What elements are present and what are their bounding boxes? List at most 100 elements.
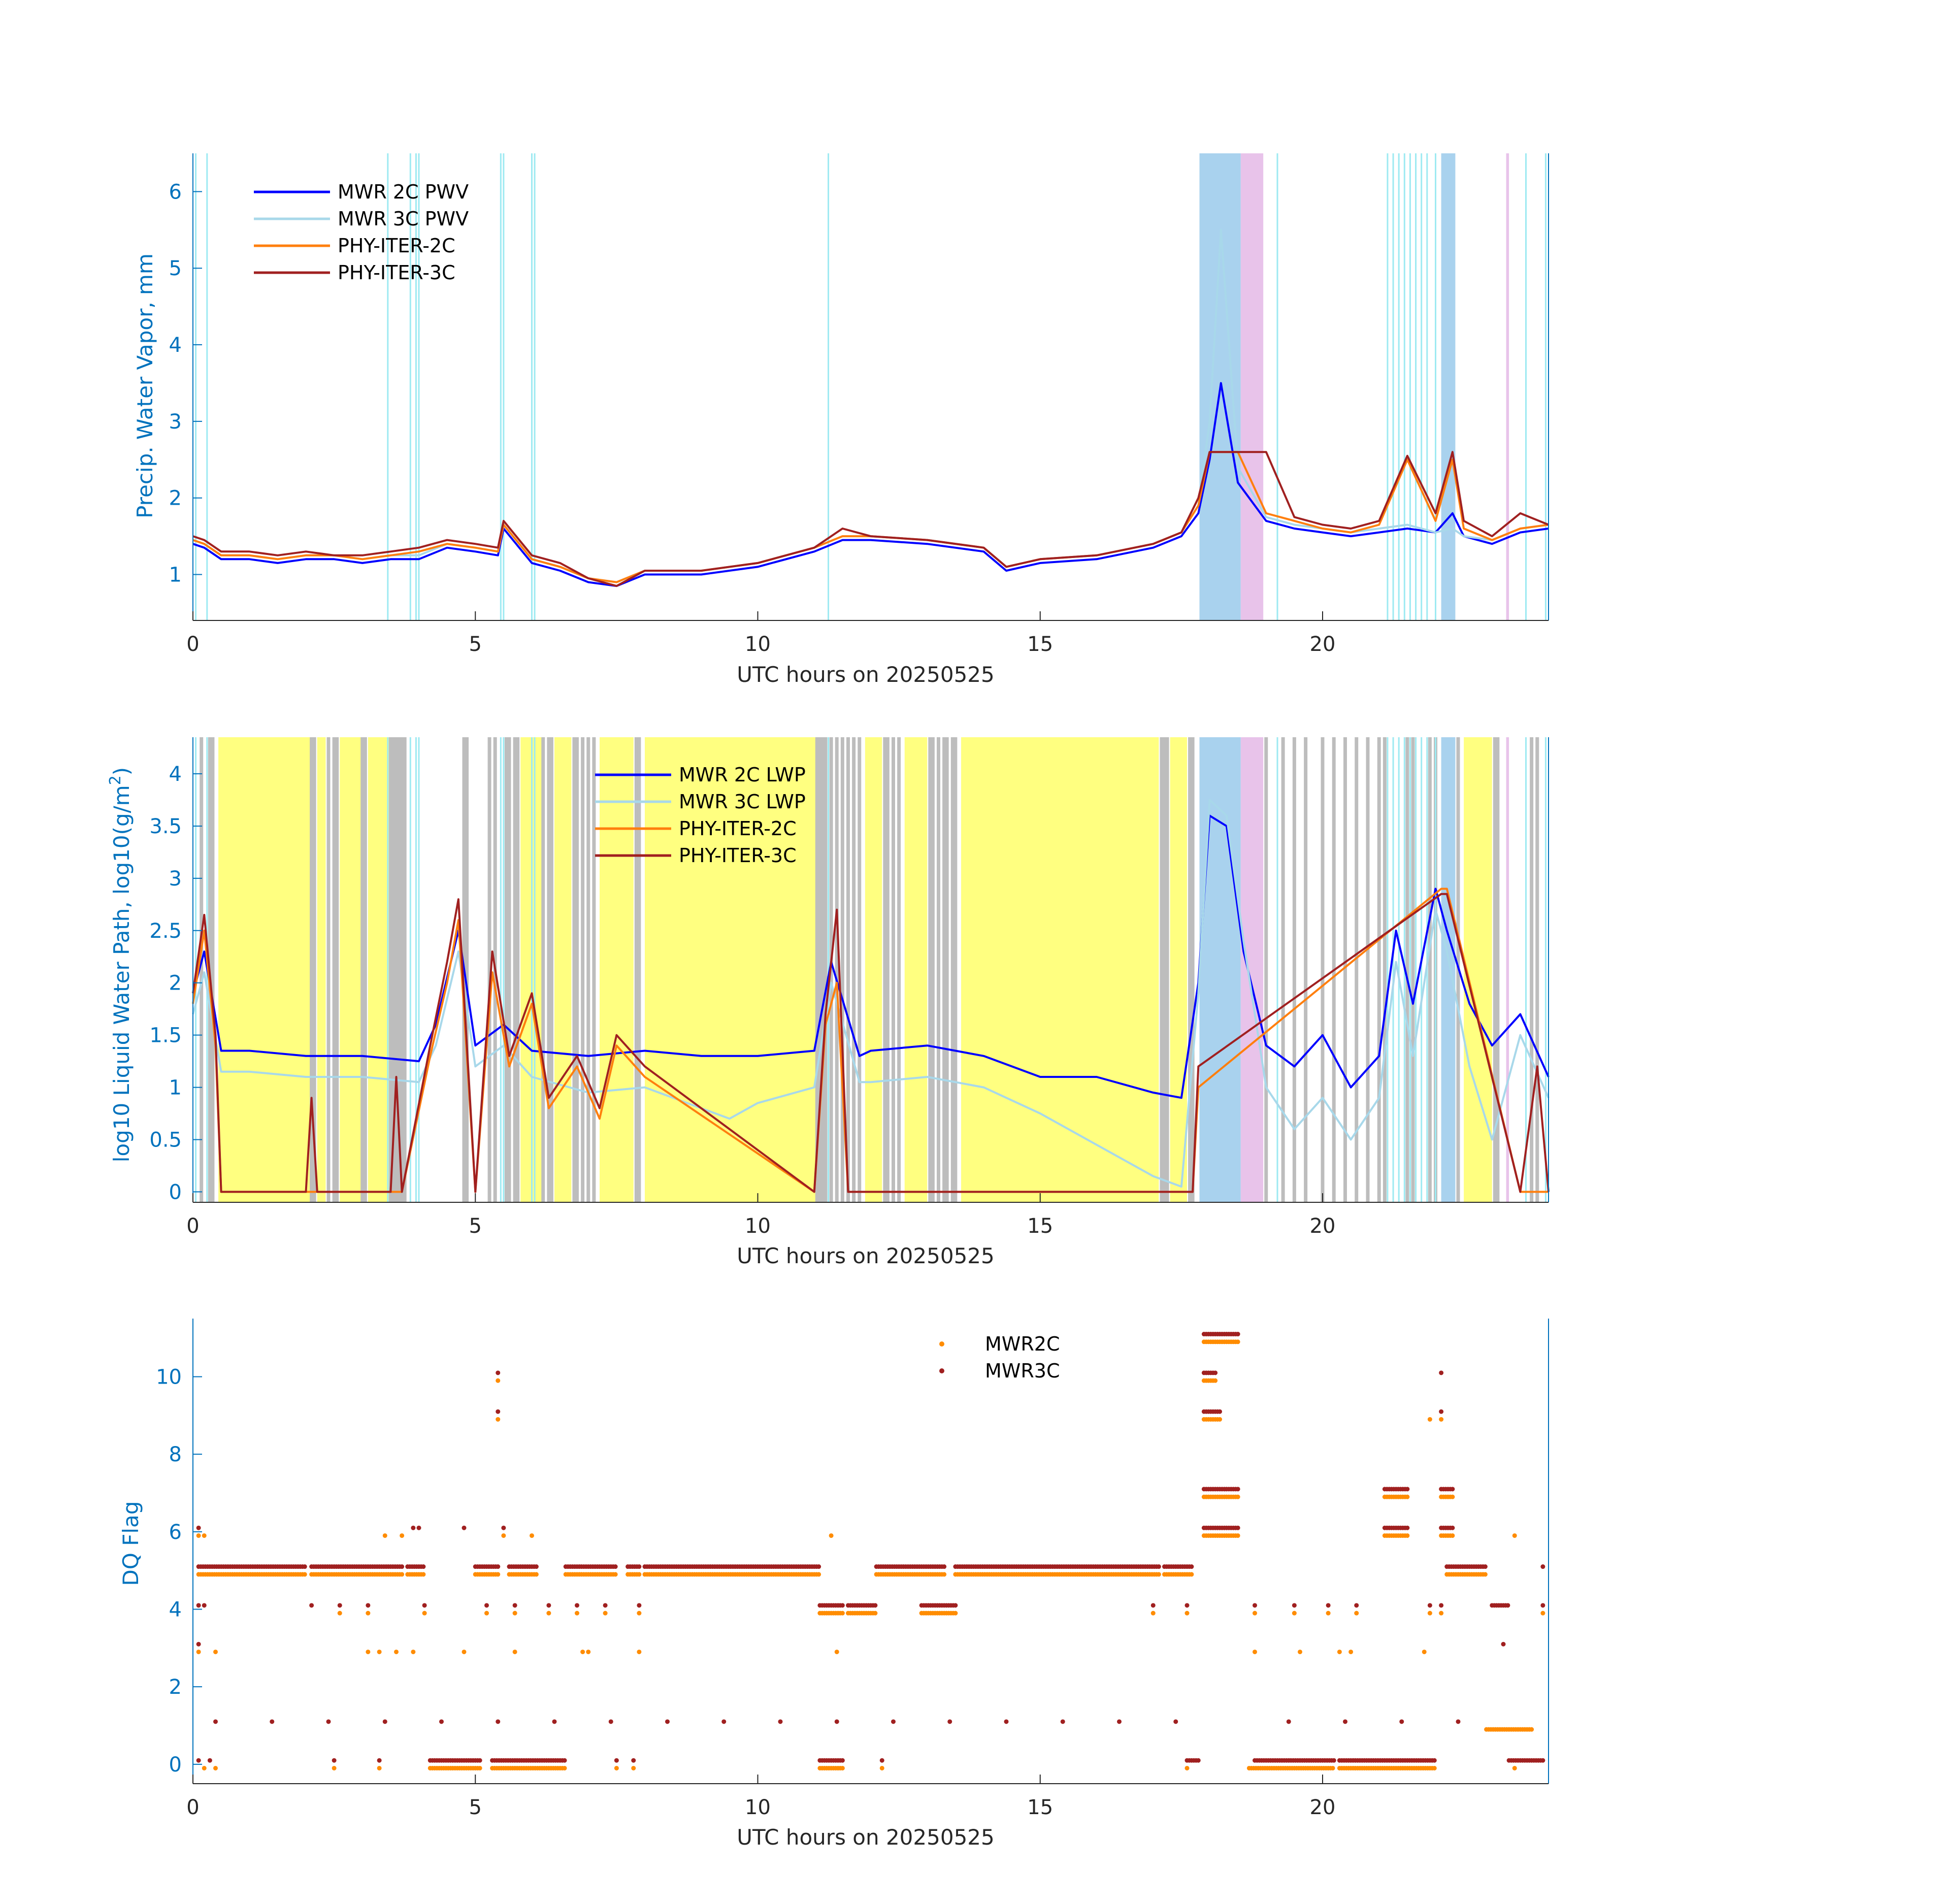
dq-point-mwr3c [1184, 1603, 1190, 1608]
dq-point-mwr3c [1286, 1719, 1291, 1724]
dq-point-mwr3c [496, 1409, 501, 1414]
dq-point-mwr2c [637, 1649, 642, 1654]
dq-point-mwr3c [496, 1719, 501, 1724]
lwp-series-phy-iter-3c [192, 893, 1550, 1193]
lwp-ytick-label: 1 [169, 1076, 182, 1100]
dq-point-mwr2c [400, 1572, 405, 1577]
dq-point-mwr3c [1501, 1642, 1506, 1647]
lwp-legend: MWR 2C LWP MWR 3C LWP PHY-ITER-2C PHY-ITER-… [595, 764, 806, 867]
yellow-band [368, 737, 391, 1202]
pwv-ytick-label: 5 [169, 257, 182, 280]
dq-point-mwr3c [1483, 1564, 1488, 1569]
dq-point-mwr3c [1117, 1719, 1122, 1724]
lwp-series-mwr-3c-lwp [192, 799, 1550, 1188]
dq-point-mwr3c [501, 1525, 506, 1530]
dq-point-mwr2c [1253, 1611, 1257, 1616]
dq-point-mwr2c [873, 1611, 878, 1616]
pwv-xtick-label: 10 [745, 633, 771, 656]
dq-point-mwr3c [613, 1564, 618, 1569]
dq-point-mwr2c [1330, 1765, 1335, 1770]
dq-point-mwr2c [1253, 1649, 1257, 1654]
dq-point-mwr3c [207, 1758, 212, 1763]
dq-point-mwr2c [879, 1765, 884, 1770]
dq-point-mwr3c [416, 1525, 421, 1530]
dq-point-mwr2c [1184, 1611, 1190, 1616]
yellow-band [600, 737, 634, 1202]
yellow-band [961, 737, 1159, 1202]
dq-point-mwr2c [196, 1649, 201, 1654]
blue-band [1441, 153, 1456, 620]
yellow-band [218, 737, 312, 1202]
pwv-series-phy-iter-2c [192, 451, 1549, 583]
dq-point-mwr3c [1189, 1564, 1194, 1569]
dq-point-mwr3c [603, 1603, 608, 1608]
dq-point-mwr3c [196, 1603, 201, 1608]
dq-point-mwr2c [366, 1611, 371, 1616]
dq-point-mwr3c [496, 1564, 501, 1569]
dq-point-mwr2c [530, 1533, 534, 1538]
dq-point-mwr2c [421, 1572, 426, 1577]
pwv-xtick-label: 15 [1027, 633, 1053, 656]
pwv-xtick-label: 20 [1310, 633, 1336, 656]
dq-point-mwr2c [1529, 1727, 1534, 1732]
dq-point-mwr3c [202, 1603, 207, 1608]
dq-ytick-label: 10 [156, 1366, 182, 1389]
dq-point-mwr3c [1217, 1409, 1223, 1414]
dq-legend-swatch [939, 1341, 944, 1347]
dq-point-mwr2c [1326, 1611, 1331, 1616]
dq-point-mwr2c [613, 1572, 618, 1577]
dq-point-mwr3c [534, 1564, 539, 1569]
dq-point-mwr2c [1354, 1611, 1359, 1616]
dq-point-mwr2c [1184, 1765, 1190, 1770]
dq-point-mwr2c [840, 1765, 845, 1770]
dq-series-group [196, 1332, 1545, 1770]
dq-point-mwr2c [834, 1649, 839, 1654]
dq-point-mwr3c [631, 1758, 636, 1763]
lwp-legend-label: PHY-ITER-3C [679, 844, 797, 867]
dq-point-mwr2c [202, 1533, 207, 1538]
dq-point-mwr3c [1456, 1719, 1461, 1724]
dq-point-mwr3c [637, 1603, 642, 1608]
dq-point-mwr3c [462, 1525, 467, 1530]
pwv-legend-label: PHY-ITER-2C [338, 235, 455, 257]
blue-band [1199, 737, 1241, 1202]
lwp-axes: 0 5 10 15 20 0 0.5 1 1.5 2 2.5 3 3.5 4 [149, 737, 1549, 1238]
dq-point-mwr2c [603, 1611, 608, 1616]
dq-point-mwr3c [552, 1719, 557, 1724]
dq-point-mwr2c [337, 1611, 342, 1616]
dq-point-mwr3c [1343, 1719, 1347, 1724]
lwp-xtick-label: 5 [469, 1214, 482, 1238]
lwp-ytick-label: 2.5 [149, 920, 182, 943]
dq-point-mwr2c [1439, 1611, 1444, 1616]
dq-point-mwr3c [942, 1564, 947, 1569]
lwp-series-mwr-2c-lwp [192, 814, 1550, 1099]
lwp-ylabel-main: log10 Liquid Water Path, log10(g/m [109, 785, 134, 1162]
dq-point-mwr3c [1235, 1487, 1240, 1492]
pwv-ytick-label: 3 [169, 410, 182, 434]
dq-point-mwr3c [512, 1603, 517, 1608]
dq-point-mwr3c [196, 1758, 201, 1763]
dq-point-mwr2c [1405, 1494, 1410, 1499]
dq-xtick-label: 5 [469, 1796, 482, 1819]
dq-point-mwr2c [1156, 1572, 1161, 1577]
dq-point-mwr3c [1253, 1603, 1257, 1608]
dq-point-mwr2c [1427, 1611, 1432, 1616]
dq-point-mwr3c [1439, 1409, 1444, 1414]
dq-point-mwr3c [400, 1564, 405, 1569]
lwp-ytick-label: 4 [169, 763, 182, 786]
lwp-ytick-label: 0 [169, 1180, 182, 1204]
dq-point-mwr3c [840, 1758, 845, 1763]
dq-point-mwr3c [1150, 1603, 1156, 1608]
dq-point-mwr3c [816, 1564, 821, 1569]
dq-point-mwr3c [778, 1719, 783, 1724]
lwp-ytick-label: 1.5 [149, 1024, 182, 1047]
dq-point-mwr3c [377, 1758, 382, 1763]
lwp-legend-label: MWR 2C LWP [679, 764, 806, 786]
blue-band [1441, 737, 1456, 1202]
dq-point-mwr2c [614, 1765, 619, 1770]
lwp-shading [195, 737, 1546, 1202]
dq-xtick-label: 10 [745, 1796, 771, 1819]
pwv-series-phy-iter-3c [192, 451, 1549, 587]
dq-point-mwr3c [1540, 1564, 1545, 1569]
dq-point-mwr3c [891, 1719, 896, 1724]
